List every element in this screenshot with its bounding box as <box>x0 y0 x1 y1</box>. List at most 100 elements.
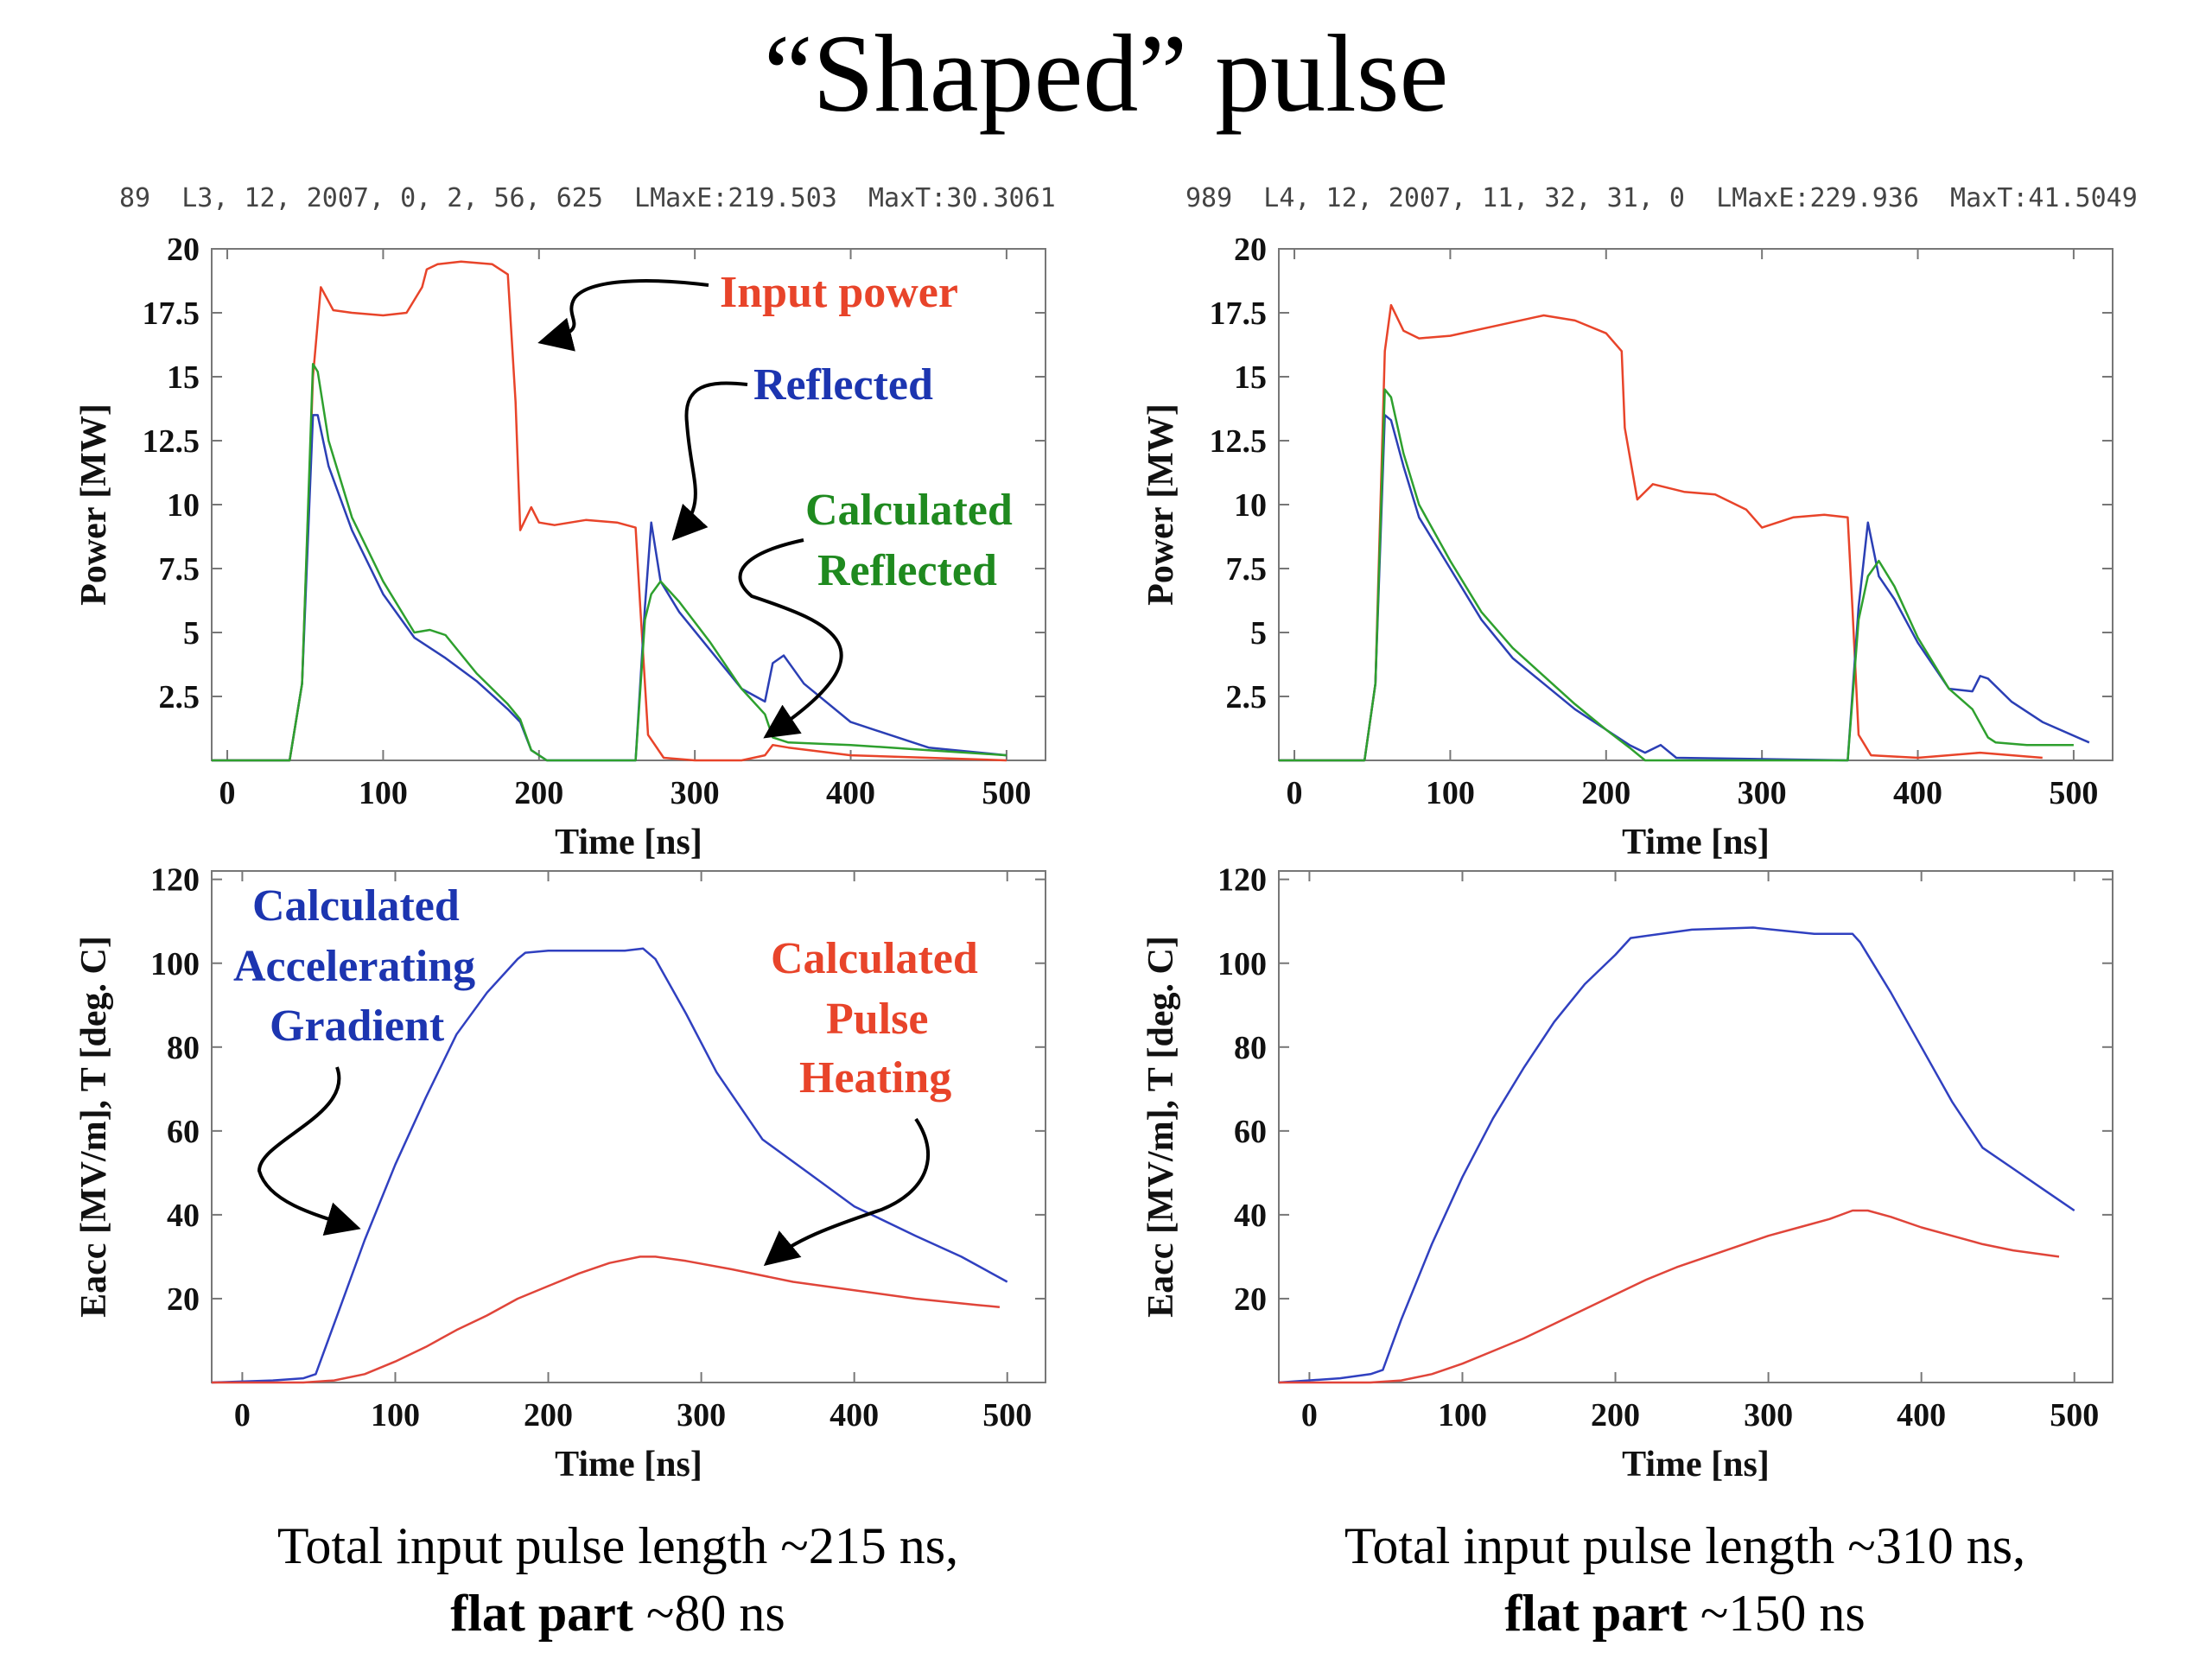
x-tick-label: 300 <box>671 775 720 811</box>
y-tick-label: 20 <box>167 1281 200 1318</box>
y-tick-label: 80 <box>167 1030 200 1066</box>
series-line-reflected <box>1279 414 2090 762</box>
y-tick-label: 100 <box>1217 946 1267 982</box>
x-tick-label: 400 <box>1897 1397 1946 1433</box>
annotation-calc-reflected-1: Calculated <box>805 486 1013 535</box>
annotation-calc-heat-1: Calculated <box>771 934 978 983</box>
y-axis-label: Eacc [MV/m], T [deg. C] <box>74 936 114 1318</box>
x-tick-label: 100 <box>359 775 408 811</box>
x-tick-label: 200 <box>1581 775 1630 811</box>
y-tick-label: 17.5 <box>143 296 200 332</box>
series-line-calculated-reflected <box>1279 388 2074 762</box>
y-tick-label: 100 <box>150 946 200 982</box>
left-caption-bold: flat part <box>450 1585 633 1642</box>
x-axis-label: Time [ns] <box>555 823 702 862</box>
annotation-reflected: Reflected <box>753 360 933 410</box>
y-tick-label: 60 <box>167 1114 200 1150</box>
annotation-calc-grad-2: Accelerating <box>233 942 475 991</box>
y-axis-label: Power [MW] <box>74 404 114 606</box>
y-axis-label: Power [MW] <box>1141 404 1181 606</box>
x-tick-label: 300 <box>1738 775 1787 811</box>
y-tick-label: 120 <box>150 862 200 899</box>
x-tick-label: 300 <box>677 1397 726 1433</box>
x-axis-label: Time [ns] <box>1622 1445 1770 1484</box>
y-tick-label: 20 <box>167 232 200 268</box>
right-caption-line2: flat part ~150 ns <box>1166 1580 2203 1647</box>
x-tick-label: 0 <box>219 775 236 811</box>
y-tick-label: 7.5 <box>159 551 200 588</box>
y-tick-label: 10 <box>1234 487 1267 524</box>
series-line-calculated-accelerating-gradient <box>211 947 1008 1384</box>
left-caption-rest: ~80 ns <box>632 1585 785 1642</box>
x-tick-label: 100 <box>1426 775 1475 811</box>
plot-frame <box>1278 870 2113 1383</box>
x-tick-label: 500 <box>2050 1397 2099 1433</box>
annotation-calc-reflected-2: Reflected <box>817 546 997 595</box>
calc-reflected-arrow <box>738 538 843 739</box>
x-tick-label: 0 <box>1287 775 1303 811</box>
annotation-calc-heat-3: Heating <box>799 1053 951 1103</box>
y-tick-label: 120 <box>1217 862 1267 899</box>
right-caption: Total input pulse length ~310 ns, flat p… <box>1166 1512 2203 1647</box>
y-tick-label: 40 <box>1234 1198 1267 1234</box>
x-tick-label: 100 <box>1438 1397 1487 1433</box>
x-tick-label: 500 <box>982 775 1031 811</box>
chart-gradient-left: 20 40 60 80 100 120 0 100 200 300 400 500 Time [ns] E… <box>74 862 1046 1484</box>
x-tick-label: 400 <box>1893 775 1942 811</box>
x-tick-label: 400 <box>830 1397 879 1433</box>
x-tick-label: 200 <box>514 775 563 811</box>
series-line-calculated-pulse-heating <box>212 1255 1001 1384</box>
series-line-calculated-pulse-heating <box>1279 1209 2060 1384</box>
y-tick-label: 10 <box>167 487 200 524</box>
y-tick-label: 60 <box>1234 1114 1267 1150</box>
y-tick-label: 15 <box>1234 359 1267 396</box>
x-tick-label: 500 <box>982 1397 1032 1433</box>
y-tick-label: 80 <box>1234 1030 1267 1066</box>
y-tick-label: 15 <box>167 359 200 396</box>
x-axis-label: Time [ns] <box>1622 823 1770 862</box>
y-tick-label: 20 <box>1234 232 1267 268</box>
y-tick-label: 20 <box>1234 1281 1267 1318</box>
left-caption-line1: Total input pulse length ~215 ns, <box>276 1517 959 1574</box>
left-plot-header: 89 L3, 12, 2007, 0, 2, 56, 625 LMaxE:219… <box>119 183 1056 213</box>
x-axis-label: Time [ns] <box>555 1445 702 1484</box>
chart-gradient-right: 20 40 60 80 100 120 0 100 200 300 400 500 Time [ns] E… <box>1141 862 2113 1484</box>
x-tick-label: 400 <box>826 775 875 811</box>
left-caption-line2: flat part ~80 ns <box>99 1580 1136 1647</box>
right-caption-bold: flat part <box>1504 1585 1688 1642</box>
series-line-calculated-accelerating-gradient <box>1278 926 2075 1384</box>
y-tick-label: 12.5 <box>1210 423 1268 460</box>
y-axis-label: Eacc [MV/m], T [deg. C] <box>1141 936 1181 1318</box>
input-power-arrow <box>537 279 709 352</box>
x-tick-label: 500 <box>2049 775 2098 811</box>
x-tick-label: 0 <box>1301 1397 1318 1433</box>
right-caption-line1: Total input pulse length ~310 ns, <box>1344 1517 2026 1574</box>
y-tick-label: 5 <box>183 615 200 652</box>
x-tick-label: 300 <box>1744 1397 1793 1433</box>
annotation-calc-grad-1: Calculated <box>252 881 460 931</box>
calc-grad-arrow <box>257 1066 361 1236</box>
annotation-input-power: Input power <box>720 268 958 317</box>
series-line-input-power <box>1279 303 2043 762</box>
y-tick-label: 2.5 <box>1226 679 1268 715</box>
x-tick-label: 200 <box>524 1397 573 1433</box>
annotation-calc-grad-3: Gradient <box>270 1001 445 1051</box>
reflected-arrow <box>671 381 748 541</box>
y-tick-label: 7.5 <box>1226 551 1268 588</box>
calc-heat-arrow <box>763 1117 931 1267</box>
right-caption-rest: ~150 ns <box>1687 1585 1866 1642</box>
y-tick-label: 2.5 <box>159 679 200 715</box>
series-line-input-power <box>212 260 1007 762</box>
left-caption: Total input pulse length ~215 ns, flat p… <box>99 1512 1136 1647</box>
x-tick-label: 0 <box>234 1397 251 1433</box>
plot-frame <box>211 870 1046 1383</box>
y-tick-label: 40 <box>167 1198 200 1234</box>
y-tick-label: 17.5 <box>1210 296 1268 332</box>
x-tick-label: 200 <box>1591 1397 1640 1433</box>
y-tick-label: 5 <box>1250 615 1267 652</box>
y-tick-label: 12.5 <box>143 423 200 460</box>
annotation-calc-heat-2: Pulse <box>826 995 928 1044</box>
